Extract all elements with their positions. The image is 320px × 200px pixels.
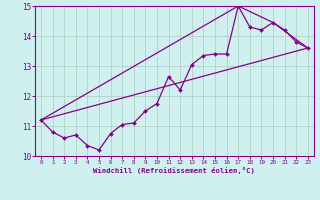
X-axis label: Windchill (Refroidissement éolien,°C): Windchill (Refroidissement éolien,°C) xyxy=(93,167,255,174)
